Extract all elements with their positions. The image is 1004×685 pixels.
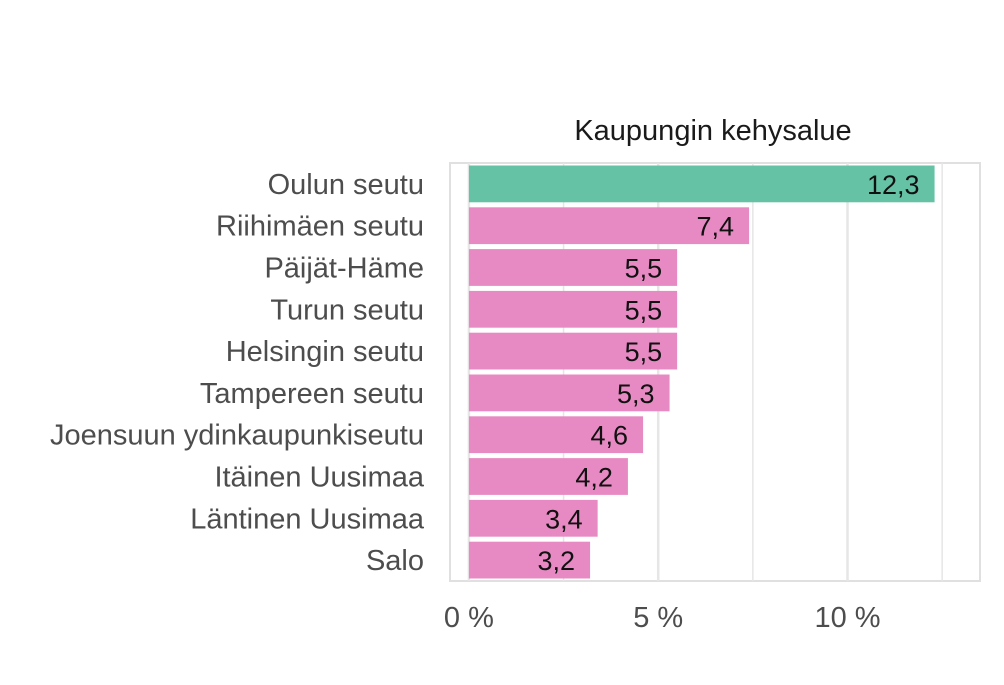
- category-label-6: Joensuun ydinkaupunkiseutu: [50, 420, 424, 452]
- bar-2: [468, 249, 678, 286]
- x-tick-label-0: 0 %: [444, 602, 494, 634]
- category-label-0: Oulun seutu: [268, 169, 424, 201]
- data-label-7: 4,2: [575, 463, 613, 493]
- data-label-0: 12,3: [867, 170, 920, 200]
- bar-4: [468, 332, 678, 370]
- bar-6: [468, 416, 644, 454]
- data-label-1: 7,4: [697, 212, 735, 242]
- bar-8: [468, 499, 598, 537]
- data-label-9: 3,2: [538, 546, 576, 576]
- bar-7: [468, 458, 628, 495]
- data-label-3: 5,5: [625, 295, 663, 325]
- bars: [468, 165, 935, 579]
- category-label-7: Itäinen Uusimaa: [214, 462, 424, 494]
- data-label-2: 5,5: [625, 254, 663, 284]
- category-label-1: Riihimäen seutu: [216, 211, 424, 243]
- chart-title: Kaupungin kehysalue: [574, 115, 851, 147]
- bar-9: [468, 541, 591, 579]
- data-label-8: 3,4: [545, 504, 583, 534]
- x-tick-label-1: 5 %: [633, 602, 683, 634]
- bar-0: [468, 165, 935, 203]
- bar-3: [468, 290, 678, 328]
- bar-5: [468, 374, 670, 412]
- category-label-5: Tampereen seutu: [200, 378, 424, 410]
- x-tick-label-2: 10 %: [814, 602, 880, 634]
- data-label-5: 5,3: [617, 379, 655, 409]
- bar-1: [468, 207, 750, 245]
- category-label-2: Päijät-Häme: [264, 253, 424, 285]
- category-label-8: Läntinen Uusimaa: [190, 503, 425, 535]
- category-labels: Oulun seutu Riihimäen seutu Päijät-Häme Tur…: [50, 169, 425, 577]
- category-label-4: Helsingin seutu: [226, 336, 424, 368]
- plot-panel-border: [449, 162, 981, 582]
- category-label-3: Turun seutu: [270, 294, 424, 326]
- data-label-4: 5,5: [625, 337, 663, 367]
- data-label-6: 4,6: [591, 421, 629, 451]
- category-label-9: Salo: [366, 545, 424, 577]
- x-axis-ticks: 0 % 5 % 10 %: [444, 602, 881, 634]
- data-labels: 12,3 7,4 5,5 5,5 5,5 5,3 4,6 4,2 3,4 3,2: [538, 170, 920, 576]
